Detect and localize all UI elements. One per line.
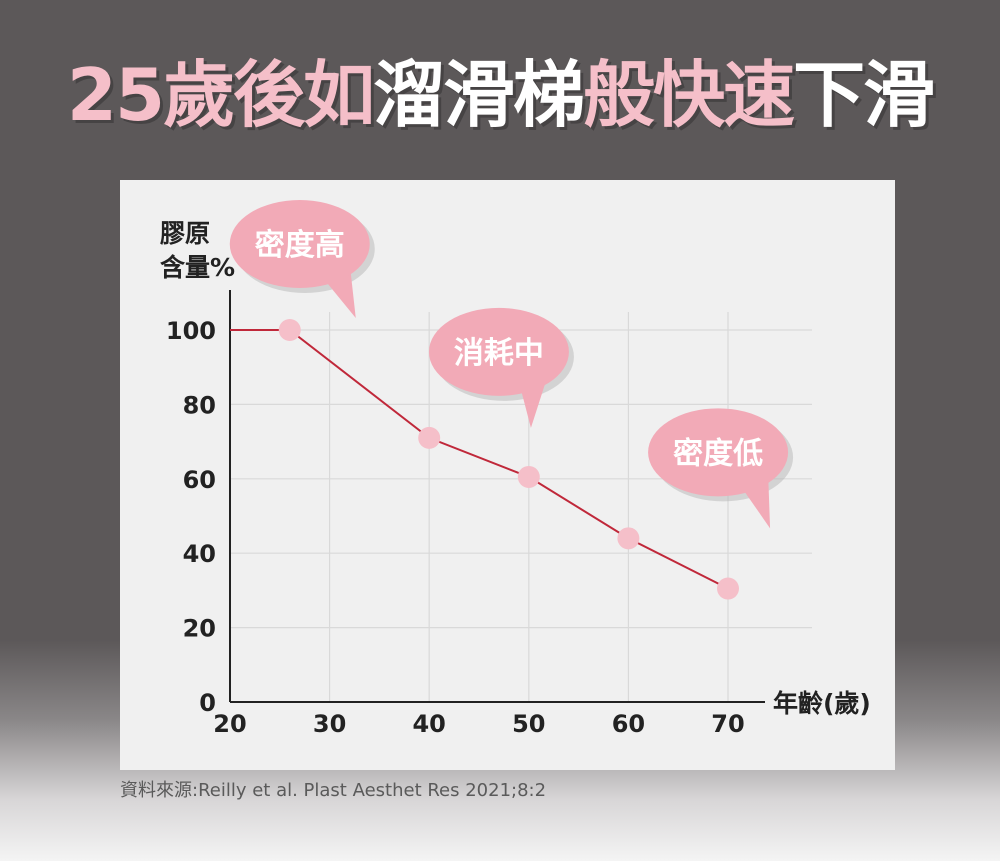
- y-axis-label-line2: 含量%: [160, 253, 235, 282]
- data-point-marker: [617, 527, 640, 550]
- y-tick-label: 0: [199, 689, 216, 717]
- data-point-marker: [418, 426, 441, 449]
- title-part-3: 般快速: [583, 53, 795, 137]
- annotation-bubble: [428, 307, 569, 396]
- annotation-label: 消耗中: [454, 336, 544, 371]
- annotation-label: 密度高: [255, 228, 345, 263]
- title-part-4: 下滑: [793, 53, 935, 137]
- data-point-marker: [717, 577, 739, 600]
- y-axis-label-line1: 膠原: [160, 219, 210, 248]
- x-tick-label: 50: [512, 710, 545, 738]
- title-part-2: 溜滑梯: [373, 53, 585, 137]
- annotation-bubble: [648, 408, 789, 497]
- y-tick-label: 40: [183, 540, 216, 568]
- x-tick-label: 70: [711, 710, 744, 738]
- x-axis-label: 年齡(歲): [773, 689, 871, 718]
- data-point-marker: [278, 319, 301, 341]
- data-point-marker: [517, 465, 540, 488]
- page-title: 25歲後如溜滑梯般快速下滑: [0, 50, 1000, 140]
- annotation-bubble: [229, 200, 370, 288]
- x-tick-label: 30: [313, 710, 346, 738]
- y-tick-label: 60: [183, 466, 216, 494]
- annotation-label: 密度低: [673, 436, 763, 471]
- x-tick-label: 40: [412, 710, 445, 738]
- chart-panel: 0 20 40 60 80 100 20 30 40 50 60 70 膠原 含量% 年齡(歲) 密度高 消耗中…: [120, 180, 895, 770]
- source-citation: 資料來源:Reilly et al. Plast Aesthet Res 202…: [120, 780, 547, 801]
- title-part-1: 25歲後如: [66, 53, 375, 137]
- x-tick-label: 60: [612, 710, 645, 738]
- y-tick-label: 100: [166, 317, 216, 345]
- x-tick-label: 20: [213, 710, 246, 738]
- y-tick-label: 80: [183, 391, 216, 419]
- y-tick-label: 20: [183, 615, 216, 643]
